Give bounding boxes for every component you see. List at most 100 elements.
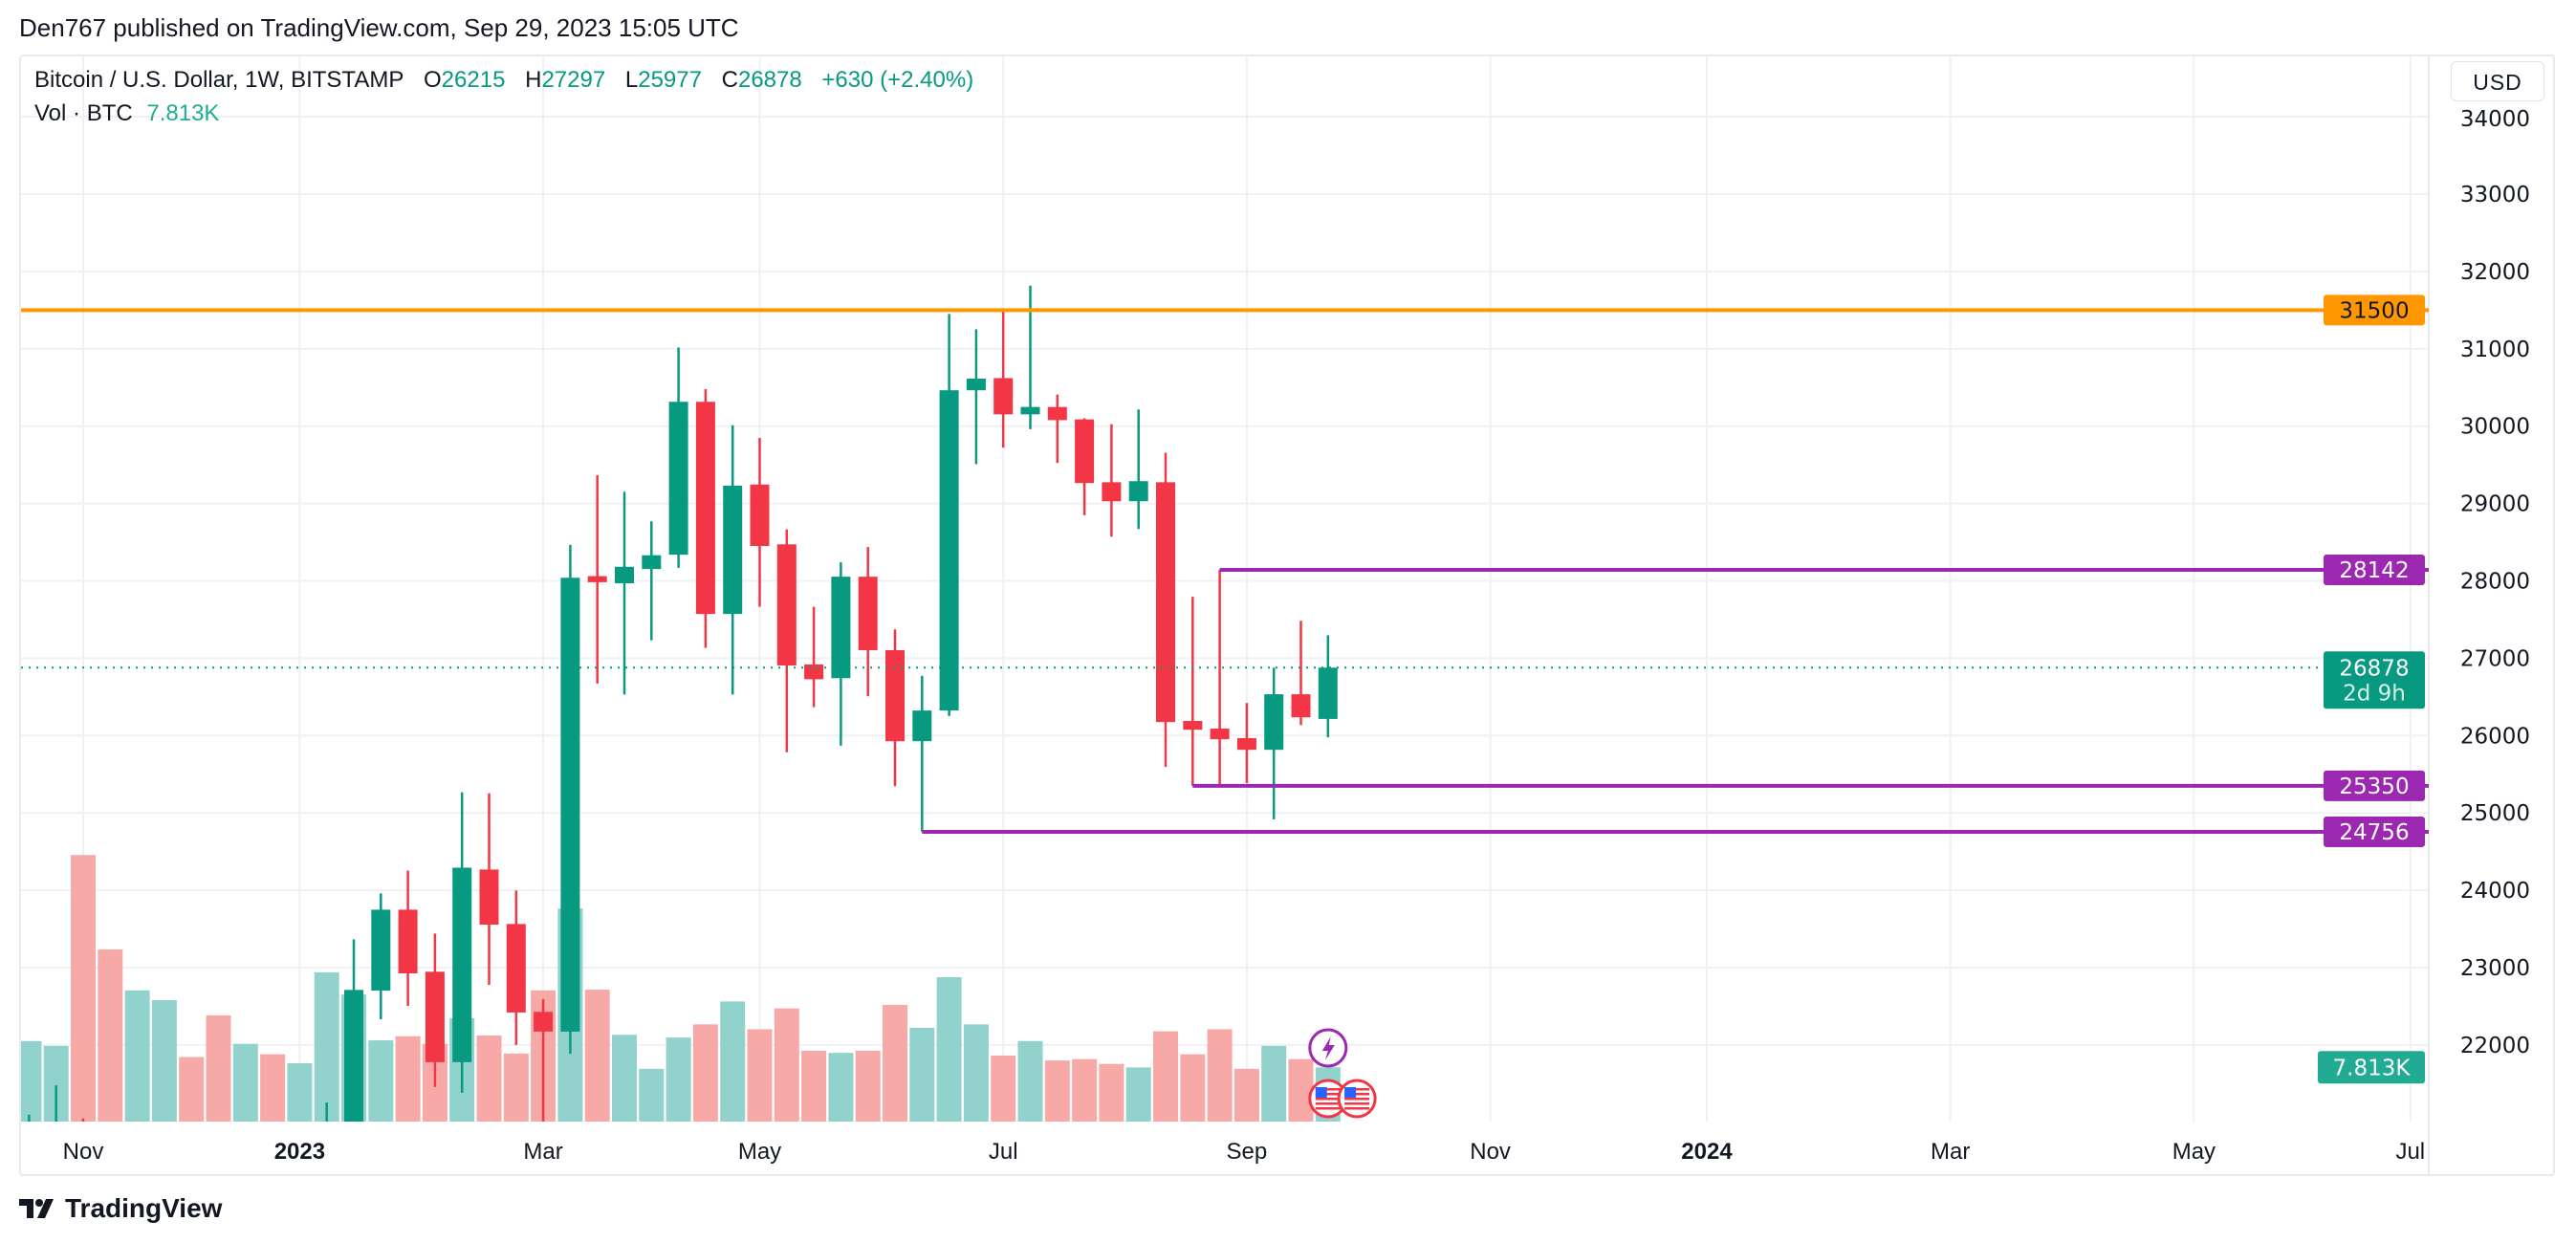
candle-body[interactable] <box>1128 481 1148 502</box>
volume-bar <box>855 1050 881 1122</box>
us-flag-icon[interactable] <box>1337 1079 1377 1119</box>
candle-body[interactable] <box>1102 482 1122 502</box>
close-label: C <box>721 67 738 93</box>
candle-body[interactable] <box>1183 721 1203 731</box>
volume-bar <box>503 1053 529 1122</box>
candle-body[interactable] <box>1156 482 1175 723</box>
volume-bar <box>1288 1058 1314 1122</box>
tradingview-logo[interactable]: TradingView <box>19 1193 222 1224</box>
candle-body[interactable] <box>425 971 445 1062</box>
time-tick-label: Sep <box>1227 1139 1268 1165</box>
volume-bar <box>287 1063 313 1122</box>
open-value: 26215 <box>441 67 506 93</box>
candle-body[interactable] <box>804 664 824 680</box>
volume-bar <box>828 1053 854 1122</box>
symbol-title[interactable]: Bitcoin / U.S. Dollar, 1W, BITSTAMP <box>34 67 404 93</box>
lightning-icon[interactable] <box>1308 1028 1348 1068</box>
volume-bar <box>260 1054 286 1122</box>
candle-body[interactable] <box>776 544 797 666</box>
level-price-badge <box>2324 294 2425 326</box>
volume-bar <box>1017 1040 1043 1122</box>
candle-body[interactable] <box>371 909 391 991</box>
candle-body[interactable] <box>560 578 580 1032</box>
price-tick-label: 24000 <box>2460 879 2530 904</box>
us-flag-stripe <box>1344 1093 1370 1096</box>
candle-body[interactable] <box>1047 406 1067 421</box>
candle-body[interactable] <box>912 710 932 742</box>
candles <box>28 285 1338 1122</box>
volume-bar <box>584 990 610 1122</box>
candle-body[interactable] <box>1075 419 1095 484</box>
candle-body[interactable] <box>452 867 472 1062</box>
candle-body[interactable] <box>750 484 770 547</box>
candle-body[interactable] <box>1291 694 1311 718</box>
candle-body[interactable] <box>939 390 959 711</box>
candle-body[interactable] <box>1236 737 1256 751</box>
price-tick-label: 22000 <box>2460 1034 2530 1058</box>
volume-bar <box>692 1024 718 1122</box>
candle-body[interactable] <box>479 869 499 926</box>
price-tick-label: 26000 <box>2460 724 2530 749</box>
candle-body[interactable] <box>885 649 905 742</box>
volume-bar <box>476 1035 502 1122</box>
candle-body[interactable] <box>1264 694 1284 751</box>
candle-body[interactable] <box>398 909 418 973</box>
last-price-badge <box>2324 651 2425 709</box>
volume-bar <box>1153 1031 1178 1122</box>
candle-body[interactable] <box>695 402 715 615</box>
us-flag-stripe <box>1315 1093 1341 1096</box>
last-price-label: 26878 <box>2339 656 2409 681</box>
time-tick-label: 2024 <box>1681 1139 1733 1165</box>
candle-body[interactable] <box>1020 406 1040 415</box>
candle-body[interactable] <box>966 379 986 391</box>
candle-body[interactable] <box>642 555 662 570</box>
candle-body[interactable] <box>1210 729 1230 740</box>
price-tick-label: 28000 <box>2460 570 2530 595</box>
volume-bar <box>883 1005 907 1122</box>
time-tick-label: Jul <box>2395 1139 2425 1165</box>
price-tick-label: 23000 <box>2460 956 2530 981</box>
time-axis[interactable]: Nov 2023 Mar May Jul Sep Nov 2024 Mar May Jul <box>63 1139 2425 1165</box>
candle-body[interactable] <box>831 577 851 679</box>
candle-body[interactable] <box>993 378 1014 415</box>
candle-body[interactable] <box>534 1012 554 1032</box>
candle-body[interactable] <box>506 924 526 1013</box>
candle-body[interactable] <box>723 485 743 615</box>
price-axis[interactable]: 22000 23000 24000 25000 26000 27000 28000 29000… <box>2460 107 2530 1058</box>
event-markers[interactable] <box>1308 1028 1377 1119</box>
candle-body[interactable] <box>1318 667 1338 719</box>
candle-body[interactable] <box>858 577 878 650</box>
close-value: 26878 <box>737 67 802 93</box>
high-value: 27297 <box>541 67 606 93</box>
volume-bar <box>991 1056 1016 1122</box>
candle-body[interactable] <box>344 990 363 1122</box>
price-tick-label: 33000 <box>2460 183 2530 207</box>
horizontal-levels[interactable] <box>21 308 2429 834</box>
candle-body[interactable] <box>615 566 634 584</box>
price-chart[interactable]: 22000 23000 24000 25000 26000 27000 28000 29000… <box>0 0 2576 1186</box>
volume-bar <box>179 1057 205 1122</box>
volume-bar <box>98 949 123 1122</box>
volume-bar <box>1125 1067 1151 1122</box>
candle-body[interactable] <box>668 402 688 556</box>
volume-bar <box>206 1014 231 1122</box>
volume-bar <box>71 855 96 1122</box>
currency-button[interactable]: USD <box>2451 61 2544 101</box>
volume-bars <box>21 855 1341 1122</box>
candle-body[interactable] <box>587 576 607 582</box>
volume-bar <box>151 999 177 1122</box>
time-tick-label: Jul <box>989 1139 1018 1165</box>
level-price-label: 31500 <box>2339 298 2409 323</box>
time-tick-label: 2023 <box>274 1139 325 1165</box>
volume-badge <box>2318 1051 2425 1084</box>
us-flag-canton <box>1344 1087 1357 1098</box>
volume-bar <box>747 1029 773 1122</box>
volume-bar <box>720 1001 746 1122</box>
volume-label[interactable]: Vol · BTC <box>34 100 133 126</box>
volume-bar <box>1180 1054 1206 1122</box>
price-tick-label: 27000 <box>2460 646 2530 671</box>
tradingview-logo-icon <box>19 1199 54 1218</box>
level-price-badge <box>2324 816 2425 847</box>
volume-bar <box>21 1040 42 1122</box>
plot-area[interactable] <box>16 285 2429 1122</box>
